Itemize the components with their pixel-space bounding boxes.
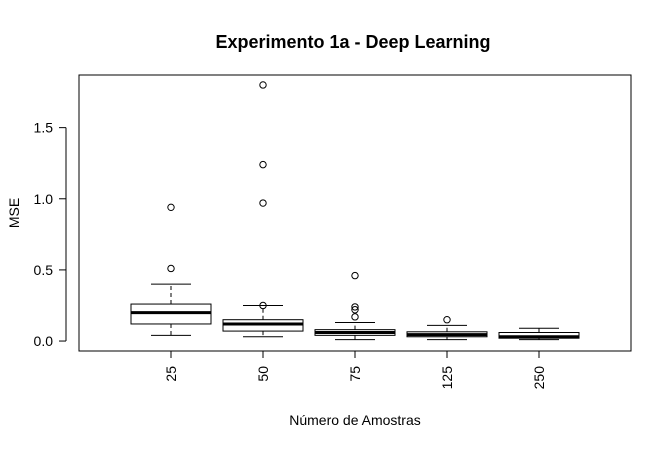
outlier-point [351,303,359,311]
box-125 [406,316,488,341]
y-tick-label: 0.0 [34,333,54,349]
box-25 [130,203,212,336]
box-50 [222,81,304,338]
x-tick-label: 75 [347,366,363,382]
x-tick-label: 25 [163,366,179,382]
outlier-point [443,316,451,324]
y-tick-label: 0.5 [34,262,54,278]
outlier-point [259,301,267,310]
outlier-point [259,199,267,207]
outlier-point [351,306,359,314]
x-tick-label: 125 [439,366,455,390]
box-250 [498,327,580,341]
box-75 [314,271,396,341]
outlier-point [351,271,359,280]
outlier-point [167,203,175,212]
y-tick-label: 1.0 [34,191,54,207]
outlier-point [259,81,267,89]
y-axis: 0.0 0.5 1.0 1.5 [34,120,67,349]
outlier-point [351,313,359,321]
boxes [130,81,580,341]
chart-title: Experimento 1a - Deep Learning [215,32,490,52]
x-tick-label: 250 [531,366,547,390]
outlier-point [259,160,267,169]
outlier-point [167,264,175,273]
x-axis: 25 50 75 125 250 [163,350,547,390]
y-axis-label: MSE [6,198,22,228]
x-axis-label: Número de Amostras [289,412,421,428]
y-tick-label: 1.5 [34,120,54,136]
x-tick-label: 50 [255,366,271,382]
